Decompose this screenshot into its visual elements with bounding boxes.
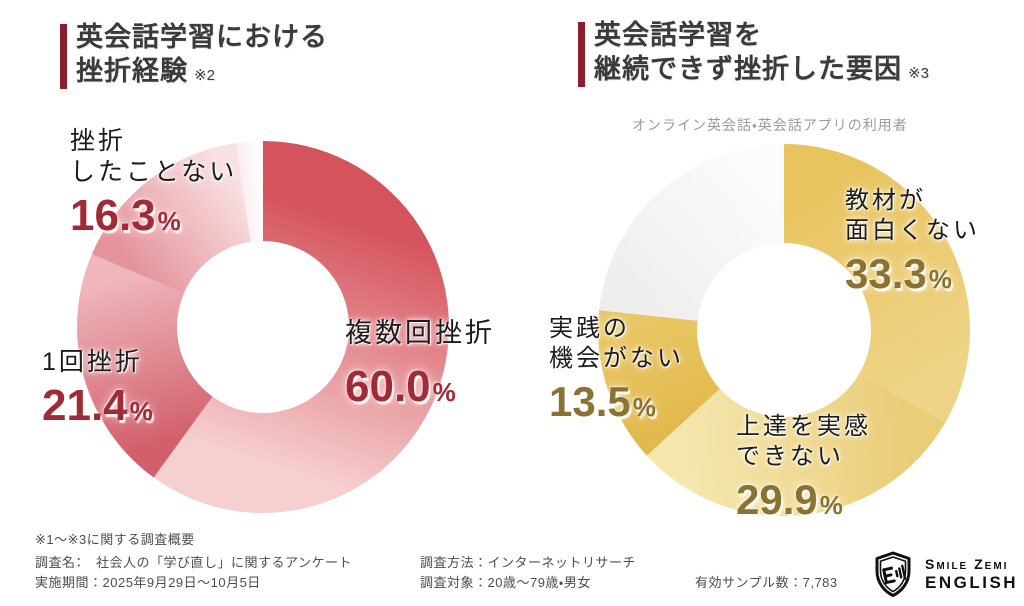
right-title-line2: 継続できず挫折した要因 (594, 54, 902, 84)
right-title-line1: 英会話学習を (594, 20, 762, 50)
left-donut-chart (76, 141, 450, 513)
right-chart-title: 英会話学習を 継続できず挫折した要因 ※3 (578, 18, 929, 91)
left-title-note: ※2 (194, 67, 215, 84)
left-chart-title: 英会話学習における 挫折経験 ※2 (60, 20, 328, 93)
left-title-accent-bar (60, 24, 67, 89)
right-title-note: ※3 (908, 65, 929, 82)
donut-segment-rest (236, 141, 263, 242)
right-chart-title-text: 英会話学習を 継続できず挫折した要因 ※3 (585, 18, 929, 91)
donut-segment-rest (599, 144, 784, 321)
donut-segment-上達を実感できない (646, 373, 946, 516)
donut-segment-実践の機会がない (598, 310, 720, 456)
left-segment-label-one-failure: 1回挫折 21.4% (42, 347, 153, 433)
survey-name: 調査名： 社会人の「学び直し」に関するアンケート (35, 555, 352, 570)
brand-logo-text: Smile Zemi ENGLISH (925, 557, 1018, 591)
left-title-line2: 挫折経験 (76, 56, 188, 86)
right-chart-subtitle: オンライン英会話・英会話アプリの利用者 (632, 117, 908, 133)
donut-segment-教材が面白くない (784, 144, 970, 423)
brand-logo: Smile Zemi ENGLISH (870, 551, 1018, 597)
shield-logo-icon (875, 551, 911, 597)
value-no-progress: 29.9% (736, 476, 843, 523)
survey-sample-size: 有効サンプル数：7,783 (695, 575, 838, 590)
right-donut-chart (598, 144, 970, 516)
left-segment-label-never-failed: 挫折 したことない 16.3% (70, 126, 237, 243)
brand-product: ENGLISH (925, 573, 1019, 592)
left-chart-title-text: 英会話学習における 挫折経験 ※2 (67, 20, 328, 93)
survey-overview-heading: ※1〜※3に関する調査概要 (35, 532, 195, 547)
right-segment-label-boring-materials: 教材が 面白くない 33.3% (845, 186, 980, 301)
survey-target: 調査対象：20歳〜79歳・男女 (420, 575, 591, 590)
value-boring-materials: 33.3% (845, 250, 952, 297)
right-segment-label-no-practice: 実践の 機会がない 13.5% (549, 314, 684, 429)
value-one-failure: 21.4% (42, 381, 153, 430)
value-no-practice: 13.5% (549, 378, 656, 425)
donut-segment-複数回挫折 (153, 141, 450, 513)
value-multiple-failures: 60.0% (345, 362, 456, 411)
survey-period: 実施期間：2025年9月29日〜10月5日 (35, 575, 261, 590)
brand-name: Smile Zemi (925, 556, 1009, 572)
donut-segment-1回挫折 (76, 254, 213, 478)
right-segment-label-no-progress: 上達を実感 できない 29.9% (736, 412, 871, 527)
left-title-line1: 英会話学習における (76, 22, 328, 52)
survey-method: 調査方法：インターネットリサーチ (420, 555, 637, 570)
value-never-failed: 16.3% (70, 191, 181, 240)
donut-segment-挫折したことない (91, 142, 251, 294)
left-segment-label-multiple-failures: 複数回挫折 60.0% (345, 318, 495, 414)
right-title-accent-bar (578, 22, 585, 87)
